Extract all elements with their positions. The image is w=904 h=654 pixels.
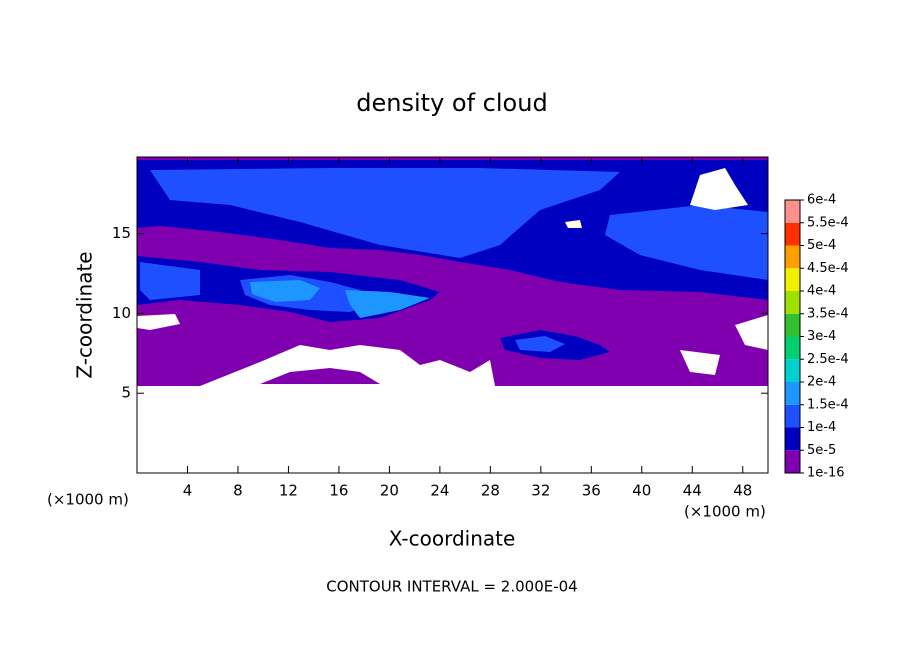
x-tick-label: 12 bbox=[279, 482, 298, 500]
colorbar-tick-label: 3e-4 bbox=[807, 329, 836, 344]
y-tick-label: 5 bbox=[121, 384, 131, 402]
plot-frame bbox=[136, 156, 769, 474]
colorbar-tick-label: 1e-16 bbox=[807, 466, 845, 481]
x-axis-label: X-coordinate bbox=[389, 527, 516, 551]
colorbar-tick-label: 2.5e-4 bbox=[807, 352, 849, 367]
y-tick-label: 15 bbox=[112, 224, 131, 242]
colorbar-tick-label: 4e-4 bbox=[807, 284, 836, 299]
chart-title: density of cloud bbox=[356, 89, 547, 117]
x-tick-label: 4 bbox=[183, 482, 193, 500]
x-unit: (×1000 m) bbox=[684, 503, 766, 521]
colorbar-band bbox=[785, 336, 800, 360]
colorbar-tick-label: 2e-4 bbox=[807, 375, 836, 390]
colorbar-band bbox=[785, 222, 800, 246]
x-tick-label: 24 bbox=[430, 482, 449, 500]
colorbar-tick-label: 1e-4 bbox=[807, 420, 836, 435]
colorbar-band bbox=[785, 291, 800, 314]
colorbar-tick-label: 5e-4 bbox=[807, 238, 836, 253]
x-tick-label: 44 bbox=[683, 482, 702, 500]
x-tick-label: 20 bbox=[380, 482, 399, 500]
colorbar-tick-label: 6e-4 bbox=[807, 193, 836, 208]
colorbar-band bbox=[785, 268, 800, 291]
colorbar-band bbox=[785, 200, 800, 223]
y-tick-label: 10 bbox=[112, 304, 131, 322]
colorbar-band bbox=[785, 427, 800, 451]
x-tick-label: 40 bbox=[632, 482, 651, 500]
x-tick-label: 48 bbox=[733, 482, 752, 500]
x-tick-label: 16 bbox=[329, 482, 348, 500]
y-unit: (×1000 m) bbox=[47, 491, 129, 509]
colorbar-tick-label: 4.5e-4 bbox=[807, 261, 849, 276]
colorbar-band bbox=[785, 382, 800, 405]
colorbar-band bbox=[785, 404, 800, 428]
x-tick-label: 28 bbox=[481, 482, 500, 500]
y-axis-label: Z-coordinate bbox=[73, 251, 97, 378]
colorbar-band bbox=[785, 313, 800, 337]
colorbar-tick-label: 3.5e-4 bbox=[807, 306, 849, 321]
x-tick-label: 32 bbox=[531, 482, 550, 500]
colorbar-tick-label: 1.5e-4 bbox=[807, 397, 849, 412]
footnote: CONTOUR INTERVAL = 2.000E-04 bbox=[326, 578, 577, 596]
contour-field bbox=[137, 157, 768, 473]
colorbar-band bbox=[785, 245, 800, 269]
x-tick-label: 8 bbox=[233, 482, 243, 500]
colorbar-band bbox=[785, 450, 800, 473]
colorbar-tick-label: 5e-5 bbox=[807, 443, 836, 458]
colorbar-tick-label: 5.5e-4 bbox=[807, 215, 849, 230]
x-tick-label: 36 bbox=[582, 482, 601, 500]
colorbar-band bbox=[785, 359, 800, 382]
